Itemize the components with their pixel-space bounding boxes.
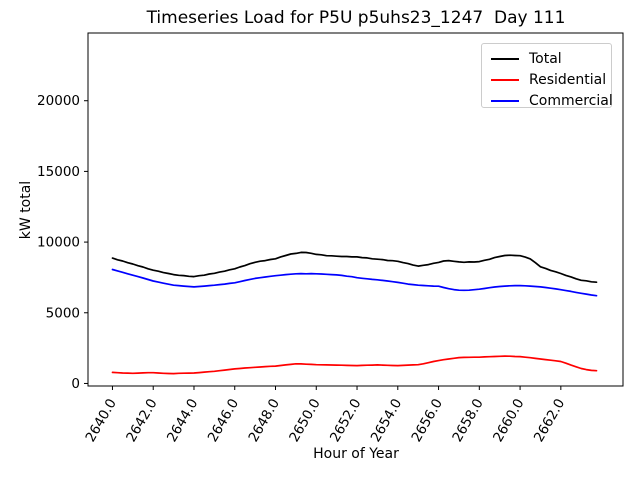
chart-title: Timeseries Load for P5U p5uhs23_1247 Day…: [146, 8, 566, 28]
legend-label-commercial: Commercial: [529, 92, 613, 109]
x-tick-label: 2652.0: [327, 396, 364, 445]
legend-entry-residential: Residential: [482, 69, 611, 90]
x-tick-label: 2644.0: [164, 396, 201, 445]
legend-swatch-residential: [491, 78, 519, 81]
series-line-total: [111, 251, 598, 284]
legend-entry-total: Total: [482, 48, 611, 69]
y-tick-label: 0: [71, 376, 80, 392]
x-tick-label: 2640.0: [82, 396, 119, 445]
legend-label-residential: Residential: [529, 71, 607, 88]
legend-swatch-commercial: [491, 99, 519, 102]
x-tick-label: 2658.0: [449, 396, 486, 445]
y-tick-label: 10000: [37, 235, 80, 251]
series-line-commercial: [111, 268, 598, 297]
x-tick-label: 2660.0: [490, 396, 527, 445]
x-tick-label: 2648.0: [245, 396, 282, 445]
x-tick-label: 2650.0: [286, 396, 323, 445]
x-tick-label: 2654.0: [368, 396, 405, 445]
legend-label-total: Total: [529, 50, 562, 67]
x-tick-label: 2656.0: [409, 396, 446, 445]
y-tick-label: 20000: [37, 93, 80, 109]
legend-swatch-total: [491, 57, 519, 60]
x-tick-label: 2646.0: [205, 396, 242, 445]
x-tick-label: 2662.0: [531, 396, 568, 445]
series-line-residential: [111, 355, 598, 375]
legend: Total Residential Commercial: [481, 43, 613, 111]
x-axis-label: Hour of Year: [313, 446, 399, 462]
y-axis-label: kW total: [18, 180, 34, 240]
x-tick-label: 2642.0: [123, 396, 160, 445]
y-tick-label: 5000: [46, 305, 80, 321]
legend-entry-commercial: Commercial: [482, 90, 613, 111]
y-tick-label: 15000: [37, 164, 80, 180]
